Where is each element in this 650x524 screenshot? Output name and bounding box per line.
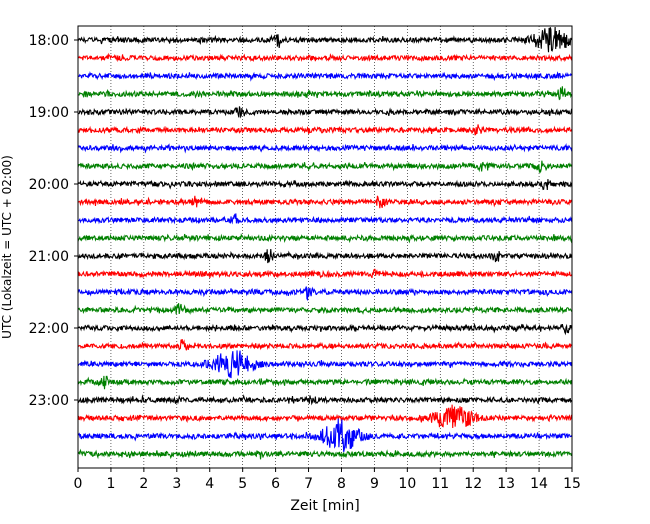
- x-tick-label-13: 13: [497, 476, 515, 492]
- y-tick-label-1900: 19:00: [29, 105, 69, 121]
- trace-2200: [77, 322, 573, 336]
- x-tick-label-11: 11: [431, 476, 449, 492]
- trace-1930: [77, 143, 573, 154]
- trace-1830: [77, 71, 573, 82]
- trace-2230: [77, 350, 573, 379]
- trace-1900: [77, 106, 573, 119]
- x-tick-label-2: 2: [139, 476, 148, 492]
- x-tick-label-10: 10: [398, 476, 416, 492]
- trace-2100: [77, 248, 573, 264]
- trace-2215: [77, 339, 573, 351]
- trace-2330: [77, 418, 573, 452]
- y-axis-label: UTC (Lokalzeit = UTC + 02:00): [0, 155, 14, 339]
- x-tick-label-4: 4: [205, 476, 214, 492]
- trace-1800: [77, 26, 573, 53]
- trace-2045: [77, 232, 573, 244]
- x-tick-label-12: 12: [464, 476, 482, 492]
- x-tick-label-1: 1: [106, 476, 115, 492]
- x-tick-label-9: 9: [370, 476, 379, 492]
- y-tick-label-2000: 20:00: [29, 177, 69, 193]
- x-tick-label-3: 3: [172, 476, 181, 492]
- trace-1915: [77, 124, 573, 136]
- trace-1945: [77, 160, 573, 174]
- x-tick-label-14: 14: [530, 476, 548, 492]
- trace-2245: [77, 375, 573, 390]
- plot-frame: [77, 25, 573, 469]
- y-tick-label-2300: 23:00: [29, 393, 69, 409]
- x-tick-label-15: 15: [563, 476, 581, 492]
- trace-1845: [77, 86, 573, 101]
- trace-2345: [77, 448, 573, 460]
- x-tick-label-6: 6: [271, 476, 280, 492]
- trace-2030: [77, 213, 573, 225]
- seismic-traces: [77, 26, 573, 460]
- trace-2015: [77, 195, 573, 209]
- y-tick-label-2200: 22:00: [29, 321, 69, 337]
- trace-2000: [77, 179, 573, 191]
- trace-2130: [77, 286, 573, 302]
- x-axis-label: Zeit [min]: [290, 498, 359, 514]
- x-tick-label-7: 7: [304, 476, 313, 492]
- trace-2300: [77, 394, 573, 406]
- x-tick-label-0: 0: [74, 476, 83, 492]
- trace-1815: [77, 52, 573, 63]
- trace-2315: [77, 404, 573, 428]
- x-tick-label-5: 5: [238, 476, 247, 492]
- x-axis-ticks: 0 1 2 3 4 5 6 7 8 9 10 11 12 13 14 15: [74, 468, 581, 492]
- x-tick-label-8: 8: [337, 476, 346, 492]
- y-tick-label-2100: 21:00: [29, 249, 69, 265]
- trace-2145: [77, 303, 573, 315]
- trace-2115: [77, 268, 573, 279]
- y-axis-ticks: 18:00 19:00 20:00 21:00 22:00 23:00: [29, 33, 78, 409]
- y-tick-label-1800: 18:00: [29, 33, 69, 49]
